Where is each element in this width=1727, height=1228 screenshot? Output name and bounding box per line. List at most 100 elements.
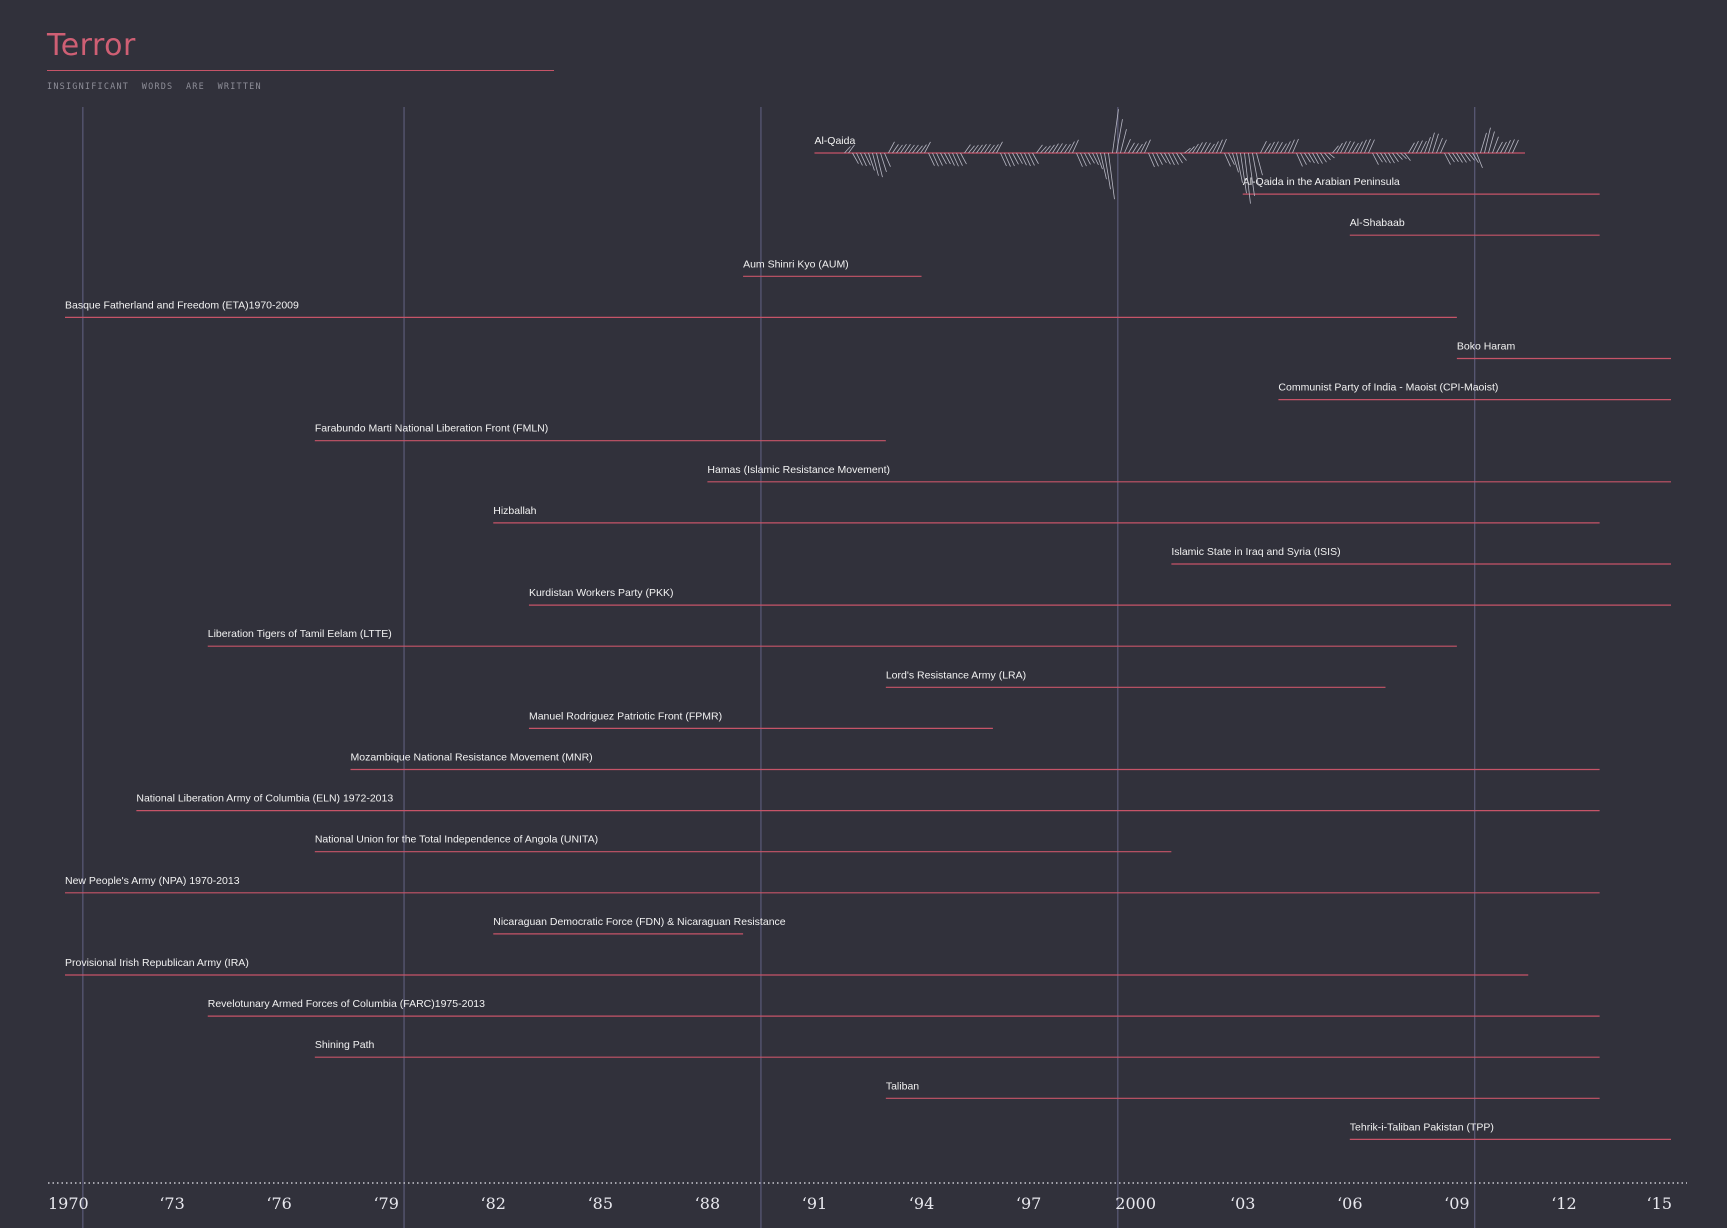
activity-hatch xyxy=(972,144,979,154)
activity-hatch xyxy=(1300,152,1307,165)
activity-hatch xyxy=(1128,142,1135,154)
x-tick-label: ‘82 xyxy=(481,1194,506,1213)
group-label: Al-Qaida in the Arabian Peninsula xyxy=(1243,176,1400,188)
group-label: Hamas (Islamic Resistance Movement) xyxy=(707,464,890,476)
activity-hatch xyxy=(1264,143,1271,154)
activity-hatch xyxy=(1480,132,1487,154)
activity-hatch xyxy=(1160,152,1167,164)
group-label: Liberation Tigers of Tamil Eelam (LTTE) xyxy=(208,628,392,640)
group-label: Basque Fatherland and Freedom (ETA)1970-… xyxy=(65,299,299,311)
group-row: Liberation Tigers of Tamil Eelam (LTTE) xyxy=(207,628,1457,647)
activity-hatch xyxy=(1136,143,1143,154)
activity-hatch xyxy=(1344,140,1351,154)
activity-hatch xyxy=(968,145,975,154)
activity-hatch xyxy=(1216,139,1223,154)
activity-hatch xyxy=(912,144,919,154)
activity-hatch xyxy=(1492,136,1499,154)
group-row: Taliban xyxy=(885,1080,1600,1099)
group-row: Boko Haram xyxy=(1456,341,1671,360)
activity-hatch xyxy=(1012,152,1019,165)
group-row: Hizballah xyxy=(493,505,1600,524)
activity-hatch xyxy=(1116,119,1123,154)
x-axis: 1970 ‘73 ‘76 ‘79 ‘82 ‘85 ‘88 ‘91 ‘94 ‘97 2000 ‘03 ‘0… xyxy=(48,1182,1687,1213)
activity-hatch xyxy=(1476,152,1483,169)
activity-hatch xyxy=(1148,152,1155,168)
activity-hatch xyxy=(1400,152,1407,160)
group-row: Al-Shabaab xyxy=(1349,217,1600,236)
activity-hatch xyxy=(916,145,923,154)
group-row: National Liberation Army of Columbia (EL… xyxy=(136,793,1600,812)
group-label: National Union for the Total Independenc… xyxy=(315,834,598,846)
activity-hatch xyxy=(960,152,967,165)
group-label: Al-Shabaab xyxy=(1350,217,1405,229)
activity-hatch xyxy=(1364,138,1371,154)
activity-hatch xyxy=(964,144,971,154)
activity-hatch xyxy=(1096,152,1103,170)
activity-hatch xyxy=(1248,152,1255,197)
activity-hatch xyxy=(908,144,915,154)
x-tick-label: 1970 xyxy=(48,1194,89,1213)
x-tick-label: ‘12 xyxy=(1551,1194,1576,1213)
group-label: Aum Shinri Kyo (AUM) xyxy=(743,258,849,270)
activity-hatch xyxy=(1312,152,1319,165)
activity-hatch xyxy=(984,143,991,154)
group-label: Provisional Irish Republican Army (IRA) xyxy=(65,957,249,969)
activity-hatch xyxy=(1280,143,1287,154)
group-row: Islamic State in Iraq and Syria (ISIS) xyxy=(1171,546,1671,565)
group-row: Tehrik-i-Taliban Pakistan (TPP) xyxy=(1349,1121,1671,1141)
activity-hatch xyxy=(920,144,927,154)
activity-hatch xyxy=(1356,141,1363,154)
x-tick-label: ‘97 xyxy=(1016,1194,1041,1213)
activity-hatch xyxy=(1432,133,1439,154)
activity-hatch xyxy=(1252,152,1259,186)
activity-hatch xyxy=(1324,152,1331,161)
activity-hatch xyxy=(876,152,883,178)
group-row: Communist Party of India - Maoist (CPI-M… xyxy=(1278,382,1671,401)
x-tick-label: ‘06 xyxy=(1337,1194,1362,1213)
activity-hatch xyxy=(1088,152,1095,164)
activity-hatch xyxy=(1268,141,1275,154)
gridlines xyxy=(82,107,1476,1228)
activity-hatch xyxy=(856,152,863,166)
activity-hatch xyxy=(1488,131,1495,154)
activity-hatch xyxy=(872,152,879,176)
title-underline xyxy=(47,70,554,71)
activity-hatch xyxy=(848,144,855,154)
activity-hatch xyxy=(884,152,891,167)
activity-hatch xyxy=(1352,142,1359,154)
activity-hatch xyxy=(1320,152,1327,163)
activity-hatch xyxy=(1184,147,1191,154)
x-tick-label: ‘09 xyxy=(1444,1194,1469,1213)
x-tick-label: ‘91 xyxy=(802,1194,827,1213)
x-tick-label: ‘88 xyxy=(695,1194,720,1213)
group-row: Revelotunary Armed Forces of Columbia (F… xyxy=(207,998,1600,1017)
activity-hatch xyxy=(1100,152,1107,180)
activity-hatch xyxy=(948,152,955,166)
activity-hatch xyxy=(1296,152,1303,167)
activity-hatch xyxy=(904,144,911,154)
activity-hatch xyxy=(1180,152,1187,161)
activity-hatch xyxy=(864,152,871,166)
activity-hatch xyxy=(1368,139,1375,154)
group-row: Aum Shinri Kyo (AUM) xyxy=(743,258,922,277)
activity-hatch xyxy=(1188,146,1195,154)
activity-hatch xyxy=(1392,152,1399,162)
group-row: Provisional Irish Republican Army (IRA) xyxy=(65,957,1529,976)
activity-hatch xyxy=(1508,139,1515,154)
group-label: Mozambique National Resistance Movement … xyxy=(351,752,593,764)
activity-hatch xyxy=(1224,152,1231,167)
group-label: Shining Path xyxy=(315,1039,375,1051)
x-tick-label: ‘76 xyxy=(266,1194,291,1213)
activity-hatch xyxy=(1240,152,1247,194)
x-tick-label: ‘03 xyxy=(1230,1194,1255,1213)
activity-hatch xyxy=(1036,144,1043,154)
activity-hatch xyxy=(1384,152,1391,164)
activity-hatch xyxy=(1380,152,1387,163)
activity-hatch xyxy=(1024,152,1031,167)
activity-hatch xyxy=(1076,152,1083,167)
activity-hatch xyxy=(1044,145,1051,154)
activity-hatch xyxy=(1284,141,1291,154)
activity-hatch xyxy=(1008,152,1015,167)
activity-hatch xyxy=(1192,143,1199,154)
activity-hatch xyxy=(1244,152,1251,204)
